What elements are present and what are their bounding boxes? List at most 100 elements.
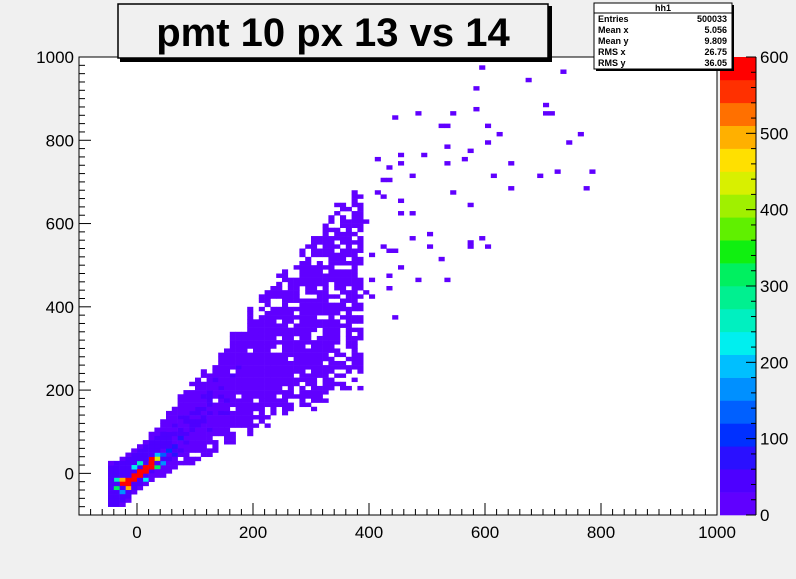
- color-scale-swatch: [720, 331, 756, 355]
- heatmap-bin: [218, 360, 225, 366]
- heatmap-bin: [166, 427, 173, 433]
- heatmap-bin: [386, 177, 393, 183]
- heatmap-bin: [253, 402, 260, 408]
- heatmap-bin: [177, 415, 184, 420]
- heatmap-bin: [258, 394, 265, 399]
- heatmap-bin: [357, 331, 364, 337]
- heatmap-bin: [305, 244, 312, 249]
- heatmap-bin: [282, 360, 289, 366]
- heatmap-bin: [415, 277, 422, 283]
- heatmap-bin: [287, 360, 294, 366]
- heatmap-bin: [224, 348, 231, 353]
- heatmap-bin: [137, 481, 144, 487]
- heatmap-bin: [334, 281, 341, 287]
- heatmap-bin: [345, 323, 352, 328]
- heatmap-bin: [247, 390, 254, 395]
- heatmap-bin: [270, 340, 277, 345]
- heatmap-bin: [270, 373, 277, 378]
- heatmap-bin: [334, 310, 341, 316]
- heatmap-bin: [316, 261, 323, 266]
- heatmap-bin: [224, 360, 231, 366]
- heatmap-bin: [340, 261, 347, 266]
- heatmap-bin: [351, 277, 358, 283]
- y-tick-label: 200: [46, 381, 74, 400]
- heatmap-bin: [189, 390, 196, 395]
- heatmap-bin: [316, 306, 323, 312]
- heatmap-bin: [305, 310, 312, 316]
- heatmap-bin: [229, 373, 236, 378]
- heatmap-bin: [351, 306, 358, 312]
- heatmap-bin: [229, 423, 236, 428]
- heatmap-bin: [340, 381, 347, 387]
- heatmap-bin: [328, 302, 335, 308]
- heatmap-bin: [206, 398, 213, 403]
- heatmap-bin: [235, 348, 242, 353]
- stats-row-label: Mean y: [598, 36, 629, 46]
- heatmap-bin: [166, 440, 173, 445]
- heatmap-bin: [218, 381, 225, 387]
- heatmap-bin: [258, 410, 265, 416]
- heatmap-bin: [322, 327, 329, 333]
- heatmap-bin: [357, 227, 364, 233]
- heatmap-bin: [473, 86, 480, 91]
- heatmap-bin: [322, 335, 329, 341]
- heatmap-bin: [166, 460, 173, 466]
- heatmap-bin: [328, 240, 335, 245]
- heatmap-bin: [276, 398, 283, 403]
- heatmap-bin: [247, 410, 254, 416]
- heatmap-bin: [276, 340, 283, 345]
- heatmap-bin: [229, 402, 236, 408]
- heatmap-bin: [258, 390, 265, 395]
- heatmap-bin: [340, 252, 347, 258]
- heatmap-bin: [241, 348, 248, 353]
- heatmap-bin: [299, 323, 306, 328]
- heatmap-bin: [270, 381, 277, 387]
- heatmap-bin: [282, 348, 289, 353]
- heatmap-bin: [258, 340, 265, 345]
- heatmap-bin: [543, 111, 550, 116]
- heatmap-bin: [334, 211, 341, 216]
- heatmap-bin: [229, 435, 236, 441]
- heatmap-bin: [351, 360, 358, 366]
- heatmap-bin: [322, 331, 329, 337]
- heatmap-bin: [224, 373, 231, 378]
- heatmap-bin: [293, 286, 300, 291]
- heatmap-bin: [334, 302, 341, 308]
- heatmap-bin: [212, 377, 219, 383]
- heatmap-bin: [282, 390, 289, 395]
- heatmap-bin: [241, 381, 248, 387]
- heatmap-bin: [334, 261, 341, 266]
- heatmap-bin: [258, 381, 265, 387]
- heatmap-bin: [334, 273, 341, 278]
- heatmap-bin: [160, 452, 167, 458]
- heatmap-bin: [200, 369, 207, 374]
- heatmap-bin: [113, 498, 120, 503]
- heatmap-bin: [218, 427, 225, 433]
- heatmap-bin: [218, 398, 225, 403]
- heatmap-bin: [287, 406, 294, 412]
- heatmap-bin: [328, 381, 335, 387]
- heatmap-bin: [119, 490, 126, 495]
- heatmap-bin: [270, 344, 277, 349]
- heatmap-bin: [125, 460, 132, 466]
- heatmap-bin: [212, 369, 219, 374]
- heatmap-bin: [195, 448, 202, 453]
- heatmap-bin: [316, 352, 323, 358]
- heatmap-bin: [334, 335, 341, 341]
- heatmap-bin: [345, 277, 352, 283]
- heatmap-bin: [148, 469, 155, 474]
- heatmap-bin: [467, 240, 474, 245]
- heatmap-bin: [200, 406, 207, 412]
- heatmap-bin: [270, 331, 277, 337]
- heatmap-bin: [235, 360, 242, 366]
- heatmap-bin: [287, 277, 294, 283]
- heatmap-bin: [270, 306, 277, 312]
- heatmap-bin: [351, 269, 358, 274]
- heatmap-bin: [183, 394, 190, 399]
- heatmap-bin: [224, 398, 231, 403]
- heatmap-bin: [357, 327, 364, 333]
- heatmap-bin: [119, 477, 126, 482]
- heatmap-bin: [287, 331, 294, 337]
- heatmap-bin: [380, 177, 387, 183]
